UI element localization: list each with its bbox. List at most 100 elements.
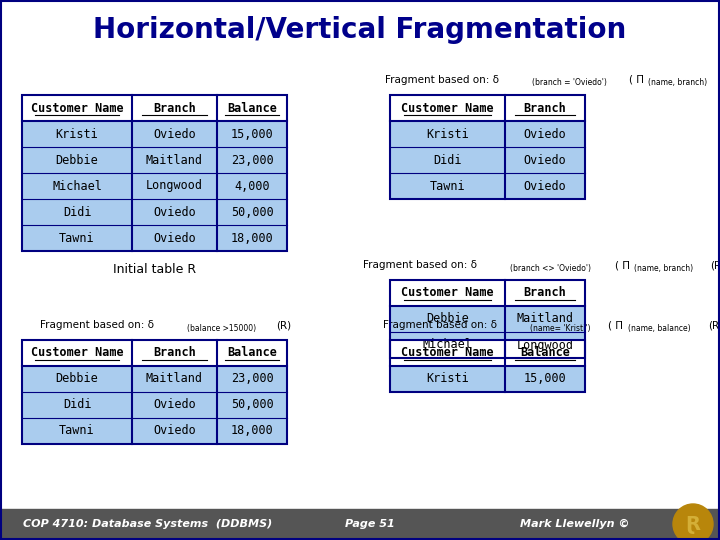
- Text: Debbie: Debbie: [55, 373, 99, 386]
- Bar: [390, 340, 585, 392]
- Text: Mark Llewellyn ©: Mark Llewellyn ©: [521, 519, 630, 529]
- Text: Oviedo: Oviedo: [523, 127, 567, 140]
- Text: Oviedo: Oviedo: [153, 232, 196, 245]
- Text: Michael: Michael: [423, 339, 472, 352]
- Text: Tawni: Tawni: [59, 232, 95, 245]
- Bar: [390, 173, 585, 199]
- Bar: [390, 340, 585, 366]
- Text: Ɽ: Ɽ: [685, 515, 701, 534]
- Bar: [390, 280, 585, 358]
- Text: Didi: Didi: [63, 206, 91, 219]
- Text: Initial table R: Initial table R: [113, 263, 196, 276]
- Text: Oviedo: Oviedo: [523, 179, 567, 192]
- Text: Debbie: Debbie: [55, 153, 99, 166]
- Text: (name, balance): (name, balance): [628, 323, 690, 333]
- Bar: [22, 199, 287, 225]
- Text: (branch <> 'Oviedo'): (branch <> 'Oviedo'): [510, 264, 591, 273]
- Bar: [22, 95, 287, 251]
- Text: Tawni: Tawni: [430, 179, 465, 192]
- Text: COP 4710: Database Systems  (DDBMS): COP 4710: Database Systems (DDBMS): [23, 519, 273, 529]
- Text: Longwood: Longwood: [146, 179, 203, 192]
- Text: Tawni: Tawni: [59, 424, 95, 437]
- Text: Maitland: Maitland: [146, 153, 203, 166]
- Text: (name, branch): (name, branch): [648, 78, 707, 87]
- Bar: [22, 147, 287, 173]
- Bar: [1, 509, 719, 539]
- Text: (R)): (R)): [708, 320, 720, 330]
- Text: ( Π: ( Π: [615, 260, 629, 270]
- Text: Kristi: Kristi: [426, 373, 469, 386]
- Text: Branch: Branch: [153, 347, 196, 360]
- Text: 50,000: 50,000: [230, 206, 274, 219]
- Bar: [22, 225, 287, 251]
- Text: 50,000: 50,000: [230, 399, 274, 411]
- Text: Branch: Branch: [523, 102, 567, 114]
- Bar: [390, 95, 585, 199]
- Text: Fragment based on: δ: Fragment based on: δ: [385, 75, 499, 85]
- Bar: [390, 280, 585, 358]
- Bar: [22, 95, 287, 121]
- Text: Fragment based on: δ: Fragment based on: δ: [40, 320, 154, 330]
- Text: 15,000: 15,000: [523, 373, 567, 386]
- Text: Customer Name: Customer Name: [31, 347, 123, 360]
- Bar: [22, 340, 287, 444]
- Text: Customer Name: Customer Name: [401, 287, 494, 300]
- Text: Branch: Branch: [523, 287, 567, 300]
- Text: Customer Name: Customer Name: [31, 102, 123, 114]
- Bar: [390, 95, 585, 199]
- Bar: [22, 121, 287, 147]
- Text: (name= 'Kristi'): (name= 'Kristi'): [530, 323, 590, 333]
- Text: Kristi: Kristi: [426, 127, 469, 140]
- Text: 23,000: 23,000: [230, 153, 274, 166]
- Bar: [22, 340, 287, 366]
- Text: (branch = 'Oviedo'): (branch = 'Oviedo'): [532, 78, 607, 87]
- Text: Branch: Branch: [153, 102, 196, 114]
- Bar: [390, 340, 585, 392]
- Bar: [390, 306, 585, 332]
- Text: Balance: Balance: [227, 102, 277, 114]
- Text: (balance >15000): (balance >15000): [187, 323, 256, 333]
- Text: 4,000: 4,000: [234, 179, 270, 192]
- Text: Maitland: Maitland: [146, 373, 203, 386]
- Text: Michael: Michael: [52, 179, 102, 192]
- Text: Maitland: Maitland: [516, 313, 574, 326]
- Bar: [22, 340, 287, 444]
- Bar: [390, 147, 585, 173]
- Bar: [22, 392, 287, 418]
- Text: 23,000: 23,000: [230, 373, 274, 386]
- Bar: [22, 418, 287, 444]
- Text: Longwood: Longwood: [516, 339, 574, 352]
- Text: Oviedo: Oviedo: [153, 206, 196, 219]
- Bar: [390, 280, 585, 306]
- Text: Fragment based on: δ: Fragment based on: δ: [383, 320, 497, 330]
- Text: 18,000: 18,000: [230, 424, 274, 437]
- Text: Didi: Didi: [63, 399, 91, 411]
- Bar: [390, 121, 585, 147]
- Bar: [390, 95, 585, 121]
- Text: (name, branch): (name, branch): [634, 264, 693, 273]
- Bar: [390, 366, 585, 392]
- Text: Horizontal/Vertical Fragmentation: Horizontal/Vertical Fragmentation: [94, 16, 626, 44]
- Text: (R): (R): [276, 320, 292, 330]
- Text: Didi: Didi: [433, 153, 462, 166]
- Text: 15,000: 15,000: [230, 127, 274, 140]
- Text: Oviedo: Oviedo: [153, 127, 196, 140]
- Text: ( Π: ( Π: [608, 320, 624, 330]
- Circle shape: [673, 504, 713, 540]
- Text: 18,000: 18,000: [230, 232, 274, 245]
- Bar: [22, 366, 287, 392]
- Text: Oviedo: Oviedo: [153, 424, 196, 437]
- Text: Customer Name: Customer Name: [401, 347, 494, 360]
- Text: Customer Name: Customer Name: [401, 102, 494, 114]
- Text: Oviedo: Oviedo: [523, 153, 567, 166]
- Text: Page 51: Page 51: [345, 519, 395, 529]
- Text: (R)): (R)): [710, 260, 720, 270]
- Text: Kristi: Kristi: [55, 127, 99, 140]
- Text: Balance: Balance: [227, 347, 277, 360]
- Bar: [22, 173, 287, 199]
- Text: Debbie: Debbie: [426, 313, 469, 326]
- Bar: [390, 332, 585, 358]
- Text: Fragment based on: δ: Fragment based on: δ: [363, 260, 477, 270]
- Text: ( Π: ( Π: [629, 75, 644, 85]
- Text: Balance: Balance: [520, 347, 570, 360]
